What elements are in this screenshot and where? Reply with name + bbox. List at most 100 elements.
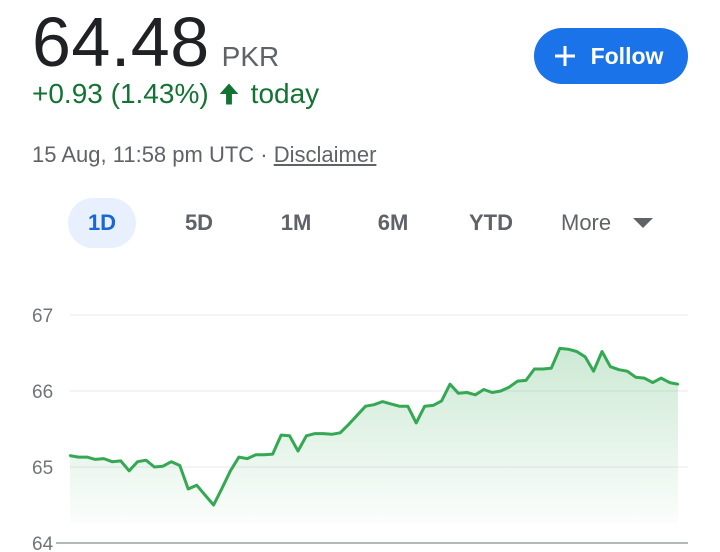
data-point bbox=[583, 355, 587, 358]
data-point bbox=[381, 400, 384, 403]
data-point bbox=[465, 391, 469, 394]
data-point bbox=[237, 455, 241, 459]
tab-1d[interactable]: 1D bbox=[68, 198, 136, 248]
data-point bbox=[136, 460, 139, 463]
data-point bbox=[372, 403, 376, 406]
plus-icon bbox=[554, 46, 575, 66]
tab-1m[interactable]: 1M bbox=[265, 198, 327, 248]
data-point bbox=[626, 370, 629, 373]
data-point bbox=[643, 376, 646, 380]
data-point bbox=[415, 421, 418, 425]
data-point bbox=[144, 459, 148, 462]
y-axis-ticks: 67 66 65 64 bbox=[32, 306, 54, 552]
currency-code: PKR bbox=[221, 41, 280, 72]
follow-button[interactable]: Follow bbox=[534, 28, 688, 84]
data-point bbox=[203, 493, 207, 497]
price-change: +0.93 (1.43%) bbox=[32, 78, 209, 109]
data-point bbox=[212, 503, 215, 507]
more-label: More bbox=[561, 210, 612, 235]
data-point bbox=[178, 464, 181, 467]
data-point bbox=[111, 460, 114, 463]
data-point bbox=[406, 405, 409, 408]
data-point bbox=[263, 453, 266, 456]
y-tick-label: 66 bbox=[32, 382, 53, 403]
data-point bbox=[423, 405, 426, 408]
price-change-row: +0.93 (1.43%) today bbox=[32, 78, 319, 110]
data-point bbox=[499, 389, 502, 393]
data-point bbox=[322, 432, 325, 435]
quote-timestamp: 15 Aug, 11:58 pm UTC · Disclaimer bbox=[32, 142, 376, 168]
data-point bbox=[347, 423, 350, 426]
timestamp-text: 15 Aug, 11:58 pm UTC · bbox=[32, 142, 274, 167]
data-point bbox=[659, 376, 663, 380]
data-point bbox=[507, 386, 511, 389]
data-point bbox=[457, 392, 460, 395]
current-price: 64.48 bbox=[32, 3, 210, 81]
price-chart: 67 66 65 64 bbox=[32, 306, 688, 552]
tab-6m[interactable]: 6M bbox=[362, 198, 424, 248]
data-point bbox=[431, 404, 435, 407]
y-tick-label: 65 bbox=[32, 458, 53, 479]
tab-label: 1D bbox=[87, 210, 117, 235]
data-point bbox=[617, 368, 621, 371]
period-label: today bbox=[250, 78, 320, 109]
tab-label: 6M bbox=[377, 210, 409, 235]
tab-5d[interactable]: 5D bbox=[168, 198, 230, 248]
data-point bbox=[448, 383, 452, 386]
data-point bbox=[85, 455, 89, 459]
data-point bbox=[330, 433, 333, 436]
data-point bbox=[491, 391, 494, 394]
data-point bbox=[676, 383, 680, 386]
data-point bbox=[271, 452, 274, 456]
data-point bbox=[440, 399, 443, 403]
data-point bbox=[77, 455, 80, 459]
data-point bbox=[600, 350, 604, 353]
more-ranges-dropdown[interactable]: More bbox=[561, 198, 671, 248]
data-point bbox=[339, 431, 342, 434]
data-point bbox=[161, 465, 165, 468]
data-point bbox=[305, 434, 308, 437]
follow-label: Follow bbox=[590, 42, 664, 69]
data-point bbox=[119, 459, 122, 463]
data-point bbox=[355, 414, 359, 417]
data-point bbox=[364, 405, 367, 408]
data-point bbox=[296, 449, 300, 453]
data-point bbox=[254, 453, 257, 456]
y-tick-label: 67 bbox=[32, 306, 53, 327]
data-point bbox=[516, 379, 519, 383]
data-point bbox=[279, 433, 283, 437]
data-point bbox=[634, 376, 637, 379]
data-point bbox=[524, 379, 528, 382]
data-point bbox=[220, 487, 224, 490]
data-point bbox=[482, 388, 485, 391]
data-point bbox=[550, 367, 553, 370]
data-point bbox=[170, 460, 173, 463]
tab-label: 5D bbox=[184, 210, 214, 235]
series-layer bbox=[68, 346, 680, 523]
tab-ytd[interactable]: YTD bbox=[458, 198, 524, 248]
data-point bbox=[567, 348, 570, 351]
data-point bbox=[246, 457, 249, 460]
series-area-fill bbox=[70, 348, 678, 523]
arrow-up-icon bbox=[219, 83, 239, 105]
range-selector: 1D 5D 1M 6M YTD More bbox=[0, 198, 720, 250]
data-point bbox=[668, 381, 671, 384]
data-point bbox=[541, 367, 545, 371]
data-point bbox=[575, 350, 578, 353]
disclaimer-link[interactable]: Disclaimer bbox=[273, 142, 377, 167]
data-point bbox=[389, 402, 393, 406]
data-point bbox=[187, 487, 190, 491]
data-point bbox=[102, 457, 106, 460]
data-point bbox=[127, 469, 131, 472]
data-point bbox=[533, 367, 536, 371]
data-point bbox=[558, 347, 561, 350]
price-row: 64.48 PKR bbox=[32, 2, 279, 82]
data-point bbox=[229, 469, 232, 472]
data-point bbox=[313, 432, 317, 435]
data-point bbox=[68, 454, 72, 457]
data-point bbox=[474, 393, 477, 396]
tab-label: 1M bbox=[280, 210, 312, 235]
y-tick-label: 64 bbox=[32, 534, 54, 552]
data-point bbox=[153, 465, 156, 469]
caret-down-icon bbox=[633, 218, 654, 228]
